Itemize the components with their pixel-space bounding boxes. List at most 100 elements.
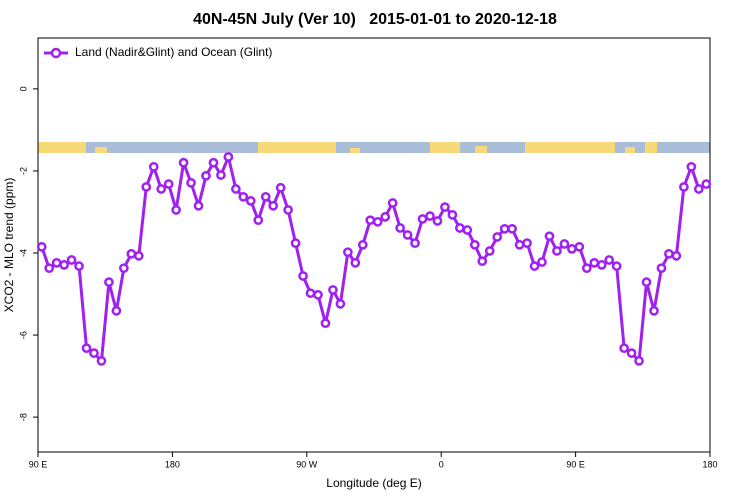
data-point: [343, 247, 353, 258]
data-point: [581, 263, 592, 274]
data-point: [66, 255, 77, 265]
data-point: [253, 215, 264, 226]
data-point: [231, 184, 241, 194]
data-point: [126, 248, 137, 259]
data-point: [484, 246, 495, 256]
data-point: [104, 277, 114, 287]
data-point: [171, 205, 181, 215]
y-tick-label: -2: [18, 167, 28, 175]
data-point: [193, 200, 204, 211]
data-point: [559, 239, 570, 249]
y-tick-label: -8: [18, 413, 28, 421]
data-point: [693, 184, 704, 194]
data-point: [313, 290, 323, 300]
data-point: [111, 306, 122, 316]
data-point: [641, 277, 652, 287]
data-point: [372, 216, 383, 227]
data-point: [186, 177, 196, 188]
data-point: [268, 200, 279, 211]
data-point: [156, 184, 167, 194]
data-point: [402, 230, 413, 240]
data-point: [245, 196, 256, 206]
y-axis-label: XCO2 - MLO trend (ppm): [2, 178, 16, 313]
data-point: [59, 260, 69, 270]
land-ocean-strip: [38, 142, 710, 153]
data-point: [74, 261, 84, 271]
x-tick-label: 90 W: [296, 459, 318, 469]
data-point: [619, 343, 629, 354]
data-point: [425, 211, 435, 221]
data-point: [537, 257, 547, 267]
data-point: [380, 212, 391, 222]
data-point: [216, 170, 226, 180]
data-point: [626, 348, 637, 358]
data-point: [335, 299, 346, 309]
legend-marker: [50, 47, 62, 59]
data-point: [119, 263, 129, 274]
data-point: [469, 239, 480, 250]
data-point: [208, 157, 219, 168]
data-point: [634, 356, 644, 366]
data-point: [36, 241, 47, 252]
data-point: [596, 260, 607, 270]
data-point: [148, 161, 159, 172]
data-point: [507, 223, 517, 234]
y-tick-label: 0: [18, 86, 28, 91]
data-point: [552, 246, 562, 256]
data-point: [290, 238, 301, 249]
data-point: [432, 216, 443, 226]
data-point: [178, 157, 189, 168]
data-point: [544, 231, 555, 242]
data-point: [462, 225, 473, 235]
data-point: [656, 263, 667, 274]
data-point: [275, 182, 286, 193]
data-point: [447, 209, 458, 220]
data-point: [574, 241, 585, 252]
data-point: [395, 223, 405, 233]
data-point: [298, 271, 308, 281]
data-point: [260, 191, 271, 202]
data-point: [410, 238, 420, 249]
data-point: [320, 318, 331, 329]
data-point: [350, 257, 361, 268]
data-point: [163, 179, 174, 189]
data-point: [238, 191, 249, 202]
data-point: [96, 356, 107, 366]
data-point: [514, 239, 525, 250]
data-point: [223, 152, 234, 162]
x-tick-label: 0: [439, 459, 444, 469]
data-point: [81, 343, 92, 354]
data-point: [440, 202, 450, 212]
data-point: [671, 251, 682, 261]
data-point: [492, 232, 503, 242]
data-point: [649, 306, 659, 316]
data-point: [664, 248, 674, 259]
chart-title: 40N-45N July (Ver 10) 2015-01-01 to 2020…: [193, 11, 557, 28]
data-point: [679, 182, 689, 192]
data-point: [133, 251, 144, 261]
legend: Land (Nadir&Glint) and Ocean (Glint): [44, 45, 272, 59]
x-axis-label: Longitude (deg E): [326, 476, 421, 490]
data-point: [455, 223, 465, 233]
data-point: [305, 288, 316, 299]
data-point: [499, 223, 510, 234]
data-point: [477, 256, 488, 267]
data-point: [604, 255, 615, 265]
data-point: [529, 261, 540, 271]
data-point: [51, 257, 62, 268]
y-tick-label: -6: [18, 331, 28, 339]
data-point: [701, 179, 712, 189]
data-point: [589, 257, 600, 268]
data-point: [357, 239, 368, 250]
x-tick-label: 90 E: [566, 459, 585, 469]
legend-label: Land (Nadir&Glint) and Ocean (Glint): [75, 45, 272, 59]
data-point: [522, 238, 532, 249]
data-point: [417, 214, 428, 224]
data-point: [567, 244, 577, 254]
data-point: [611, 261, 622, 271]
data-point: [283, 205, 293, 215]
x-tick-label: 90 E: [29, 459, 48, 469]
y-tick-label: -4: [18, 249, 28, 257]
data-point: [201, 171, 211, 181]
